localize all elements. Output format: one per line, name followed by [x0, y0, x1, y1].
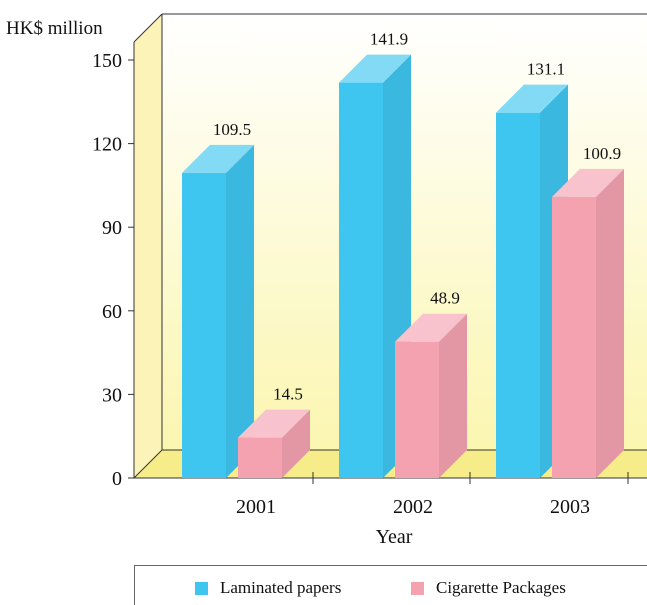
y-tick-label: 90 — [102, 217, 122, 239]
y-tick-label: 0 — [112, 468, 122, 490]
data-label: 131.1 — [527, 60, 565, 79]
legend-item-cigarette: Cigarette Packages — [411, 578, 566, 598]
floor-side-edge — [133, 449, 163, 479]
bar-front — [182, 172, 226, 479]
legend-item-laminated: Laminated papers — [195, 578, 341, 598]
legend-swatch-cigarette — [411, 581, 424, 595]
data-label: 100.9 — [583, 144, 621, 163]
legend-swatch-laminated — [195, 581, 208, 595]
bar-chart: 0 30 60 90 120 150 2001 2002 2003 109.5 141.9 131.… — [6, 13, 647, 548]
x-axis-label: Year — [376, 526, 413, 548]
bar-front — [496, 112, 540, 478]
bar — [395, 313, 467, 478]
bar-front — [395, 341, 439, 478]
x-tick-label: 2003 — [550, 496, 590, 518]
y-tick-label: 120 — [92, 134, 122, 156]
bar-top — [238, 409, 310, 438]
bar-top — [182, 144, 254, 173]
data-label: 14.5 — [273, 385, 303, 404]
bar — [552, 168, 624, 479]
bar-side — [596, 168, 624, 479]
x-tick-label: 2001 — [236, 496, 276, 518]
bar-side — [282, 409, 310, 478]
side-wall — [134, 14, 162, 478]
y-axis-label: HK$ million — [6, 18, 103, 39]
legend: Laminated papers Cigarette Packages — [134, 565, 647, 605]
bar-side — [226, 144, 254, 479]
bar-top — [395, 313, 467, 342]
y-tick-label: 60 — [102, 301, 122, 323]
data-label: 109.5 — [213, 120, 251, 139]
legend-label-cigarette: Cigarette Packages — [436, 578, 566, 597]
bar-side — [439, 313, 467, 478]
bar — [238, 409, 310, 478]
y-tick-label: 150 — [92, 50, 122, 72]
data-label: 48.9 — [430, 289, 460, 308]
bar-top — [496, 84, 568, 113]
bar-front — [238, 437, 282, 478]
bar-front — [552, 196, 596, 479]
bar-top — [552, 168, 624, 197]
y-tick-label: 30 — [102, 384, 122, 406]
bar-top — [339, 54, 411, 83]
side-top-edge — [133, 13, 163, 43]
bar-front — [339, 82, 383, 479]
legend-label-laminated: Laminated papers — [220, 578, 342, 597]
bar — [182, 144, 254, 479]
x-tick-label: 2002 — [393, 496, 433, 518]
data-label: 141.9 — [370, 30, 408, 49]
